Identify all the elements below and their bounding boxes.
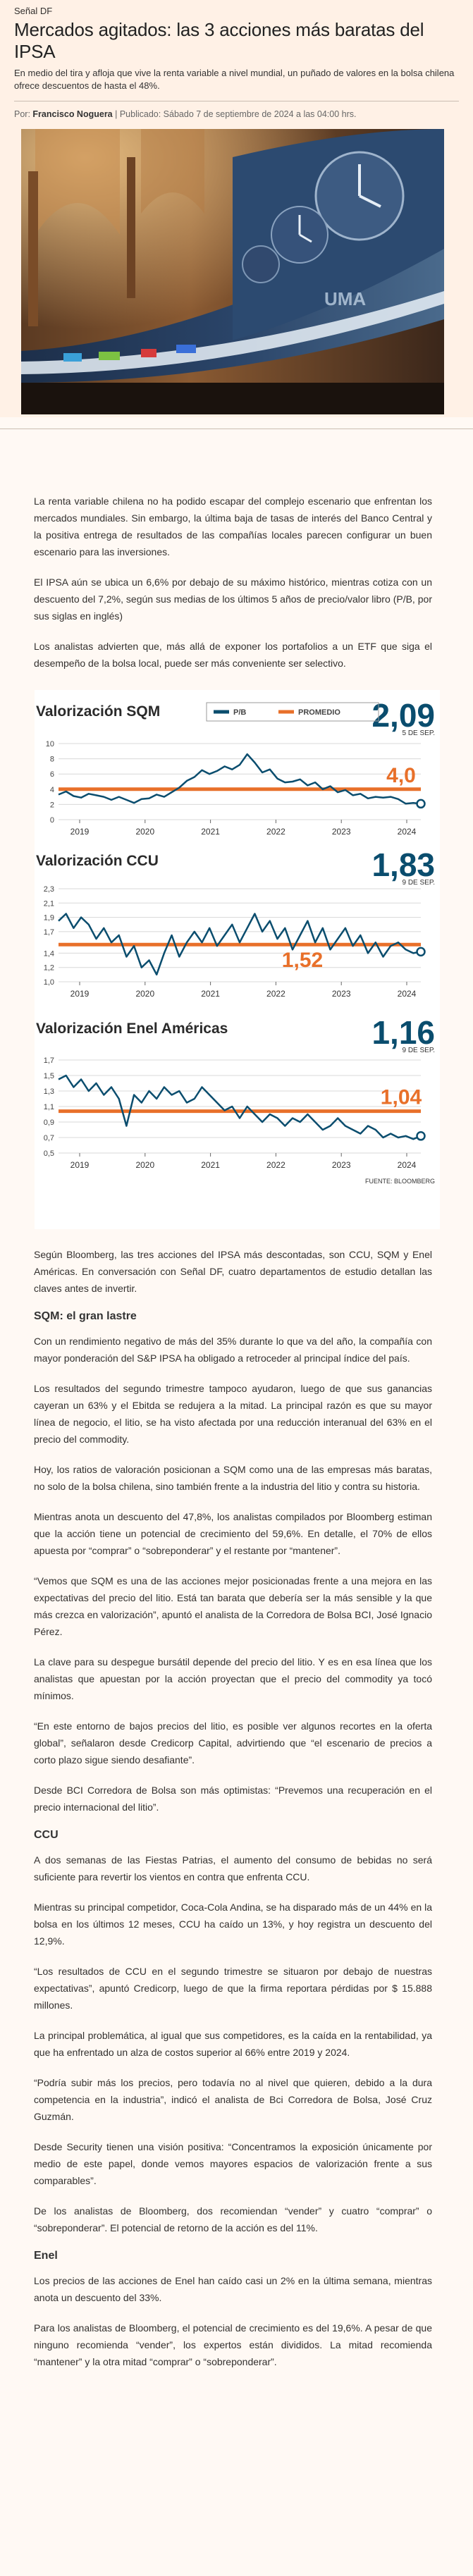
article-paragraph: La clave para su despegue bursátil depen… bbox=[34, 1656, 432, 1701]
standfirst: En medio del tira y afloja que vive la r… bbox=[14, 68, 455, 91]
y-tick-label: 1,9 bbox=[44, 914, 54, 923]
legend-pb-label: P/B bbox=[233, 708, 246, 717]
x-tick-label: 2021 bbox=[201, 989, 220, 999]
x-tick-label: 2023 bbox=[332, 989, 351, 999]
pb-last-point bbox=[416, 947, 426, 957]
article-paragraph: La renta variable chilena no ha podido e… bbox=[34, 495, 432, 557]
article-paragraph: “En este entorno de bajos precios del li… bbox=[34, 1720, 432, 1765]
source-label: FUENTE: BLOOMBERG bbox=[365, 1178, 435, 1185]
y-tick-label: 1,1 bbox=[44, 1103, 54, 1111]
y-tick-label: 0,9 bbox=[44, 1118, 54, 1127]
x-tick-label: 2020 bbox=[135, 989, 154, 999]
y-tick-label: 1,5 bbox=[44, 1072, 54, 1080]
legend-avg-label: PROMEDIO bbox=[298, 708, 340, 717]
y-tick-label: 2 bbox=[50, 801, 54, 809]
article-paragraph: Mientras anota un descuento del 47,8%, l… bbox=[34, 1511, 432, 1556]
article-paragraph: Los resultados del segundo trimestre tam… bbox=[34, 1383, 432, 1445]
article-paragraph: Para los analistas de Bloomberg, el pote… bbox=[34, 2322, 432, 2367]
chart-title: Valorización Enel Américas bbox=[36, 1021, 228, 1037]
section-heading-ccu: CCU bbox=[34, 1829, 59, 1841]
y-tick-label: 6 bbox=[50, 770, 54, 779]
article-paragraph: Los analistas advierten que, más allá de… bbox=[34, 641, 432, 669]
y-tick-label: 2,1 bbox=[44, 899, 54, 908]
y-tick-label: 0,7 bbox=[44, 1134, 54, 1142]
valuation-charts: Valorización SQM 2,09 5 DE SEP. P/B PROMEDIO… bbox=[35, 690, 440, 1229]
section-label[interactable]: Señal DF bbox=[14, 6, 53, 16]
article-paragraph: “Vemos que SQM es una de las acciones me… bbox=[34, 1575, 432, 1637]
last-value-label: 1,16 bbox=[371, 1014, 435, 1051]
x-tick-label: 2021 bbox=[201, 827, 220, 837]
x-tick-label: 2022 bbox=[266, 827, 285, 837]
article-paragraph: A dos semanas de las Fiestas Patrias, el… bbox=[34, 1854, 432, 1882]
pb-series-line bbox=[58, 753, 422, 805]
byline-date: | Publicado: Sábado 7 de septiembre de 2… bbox=[112, 109, 357, 119]
x-tick-label: 2020 bbox=[135, 1160, 154, 1170]
x-tick-label: 2023 bbox=[332, 827, 351, 837]
stock-exchange-photo-icon: UMA bbox=[21, 129, 444, 414]
article-paragraph: Hoy, los ratios de valoración posicionan… bbox=[34, 1464, 432, 1492]
page-title: Mercados agitados: las 3 acciones más ba… bbox=[14, 19, 424, 62]
y-tick-label: 1,7 bbox=[44, 928, 54, 937]
section-heading-sqm: SQM: el gran lastre bbox=[34, 1310, 137, 1322]
screen-text: UMA bbox=[324, 288, 366, 309]
y-tick-label: 1,7 bbox=[44, 1056, 54, 1065]
y-tick-label: 1,2 bbox=[44, 964, 54, 973]
article-paragraph: Con un rendimiento negativo de más del 3… bbox=[34, 1336, 432, 1364]
x-tick-label: 2023 bbox=[332, 1160, 351, 1170]
article-header: Señal DF Mercados agitados: las 3 accion… bbox=[0, 0, 473, 429]
average-label: 4,0 bbox=[386, 764, 416, 787]
y-tick-label: 1,0 bbox=[44, 978, 54, 987]
y-tick-label: 2,3 bbox=[44, 885, 54, 894]
x-tick-label: 2020 bbox=[135, 827, 154, 837]
article-paragraph: Desde BCI Corredora de Bolsa son más opt… bbox=[34, 1785, 432, 1813]
chart-title: Valorización CCU bbox=[36, 853, 159, 869]
article-paragraph: Los precios de las acciones de Enel han … bbox=[34, 2275, 432, 2303]
last-value-label: 2,09 bbox=[371, 697, 435, 734]
hero-image: UMA bbox=[21, 129, 444, 414]
article-paragraph: De los analistas de Bloomberg, dos recom… bbox=[34, 2205, 432, 2233]
valuation-charts-svg: Valorización SQM 2,095 DE SEP. P/B PROMEDIO… bbox=[36, 697, 435, 1185]
average-label: 1,52 bbox=[282, 949, 323, 972]
x-tick-label: 2022 bbox=[266, 989, 285, 999]
pb-last-point bbox=[416, 799, 426, 809]
author-name[interactable]: Francisco Noguera bbox=[32, 109, 113, 119]
byline-prefix: Por: bbox=[14, 109, 33, 119]
average-label: 1,04 bbox=[381, 1086, 422, 1109]
article-paragraph: Mientras su principal competidor, Coca-C… bbox=[34, 1902, 432, 1947]
last-date-label: 9 DE SEP. bbox=[402, 879, 435, 887]
y-tick-label: 0 bbox=[50, 816, 54, 825]
article-paragraph: Desde Security tienen una visión positiv… bbox=[34, 2141, 432, 2186]
x-tick-label: 2019 bbox=[70, 827, 90, 837]
x-tick-label: 2024 bbox=[398, 1160, 417, 1170]
y-tick-label: 0,5 bbox=[44, 1150, 54, 1158]
article-paragraph: “Los resultados de CCU en el segundo tri… bbox=[34, 1966, 432, 2011]
y-tick-label: 10 bbox=[46, 740, 54, 748]
x-tick-label: 2021 bbox=[201, 1160, 220, 1170]
x-tick-label: 2019 bbox=[70, 1160, 90, 1170]
pb-series-line bbox=[58, 913, 422, 976]
article-paragraph: Según Bloomberg, las tres acciones del I… bbox=[34, 1249, 432, 1294]
legend-box bbox=[206, 702, 379, 722]
chart-title: Valorización SQM bbox=[36, 703, 160, 720]
last-value-label: 1,83 bbox=[371, 846, 435, 883]
y-tick-label: 8 bbox=[50, 756, 54, 764]
last-date-label: 5 DE SEP. bbox=[402, 729, 435, 737]
y-tick-label: 4 bbox=[50, 786, 54, 794]
x-tick-label: 2024 bbox=[398, 827, 417, 837]
y-tick-label: 1,3 bbox=[44, 1087, 54, 1096]
last-date-label: 9 DE SEP. bbox=[402, 1047, 435, 1054]
pb-series-line bbox=[58, 1074, 422, 1140]
byline: Por: Francisco Noguera | Publicado: Sába… bbox=[14, 109, 459, 121]
x-tick-label: 2022 bbox=[266, 1160, 285, 1170]
section-heading-enel: Enel bbox=[34, 2250, 58, 2262]
y-tick-label: 1,4 bbox=[44, 949, 54, 958]
article-paragraph: El IPSA aún se ubica un 6,6% por debajo … bbox=[34, 577, 432, 622]
x-tick-label: 2024 bbox=[398, 989, 417, 999]
article-paragraph: La principal problemática, al igual que … bbox=[34, 2030, 432, 2058]
x-tick-label: 2019 bbox=[70, 989, 90, 999]
pb-last-point bbox=[416, 1131, 426, 1141]
article-paragraph: “Podría subir más los precios, pero toda… bbox=[34, 2077, 432, 2122]
article-body: La renta variable chilena no ha podido e… bbox=[0, 417, 473, 2370]
